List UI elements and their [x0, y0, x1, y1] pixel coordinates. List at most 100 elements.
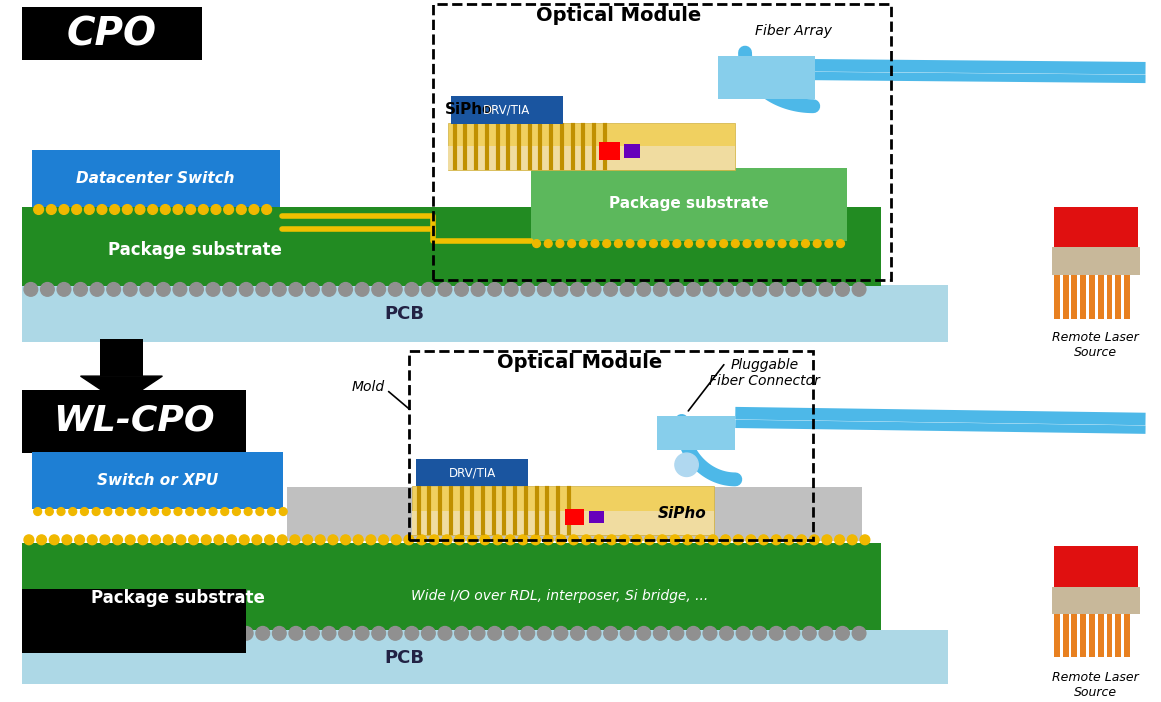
Circle shape: [252, 535, 261, 545]
Circle shape: [37, 535, 46, 545]
Circle shape: [637, 283, 650, 296]
Circle shape: [87, 535, 98, 545]
FancyBboxPatch shape: [416, 459, 528, 486]
Circle shape: [571, 283, 584, 296]
Circle shape: [836, 283, 850, 296]
Circle shape: [802, 626, 816, 640]
Circle shape: [174, 508, 182, 515]
Circle shape: [176, 535, 186, 545]
Circle shape: [255, 283, 269, 296]
Circle shape: [734, 535, 743, 545]
Circle shape: [189, 626, 203, 640]
Circle shape: [186, 204, 195, 214]
Circle shape: [670, 535, 680, 545]
Circle shape: [339, 626, 353, 640]
Circle shape: [305, 626, 319, 640]
Circle shape: [438, 283, 452, 296]
Circle shape: [140, 283, 153, 296]
Circle shape: [686, 283, 700, 296]
Circle shape: [223, 283, 237, 296]
Circle shape: [704, 283, 716, 296]
Circle shape: [455, 535, 464, 545]
Circle shape: [239, 626, 253, 640]
Circle shape: [405, 283, 419, 296]
Circle shape: [128, 508, 135, 515]
Circle shape: [720, 239, 728, 248]
Circle shape: [322, 283, 336, 296]
Circle shape: [151, 535, 160, 545]
Circle shape: [255, 508, 264, 515]
Circle shape: [91, 283, 104, 296]
Circle shape: [632, 535, 642, 545]
Circle shape: [752, 626, 766, 640]
Circle shape: [604, 626, 618, 640]
Circle shape: [654, 283, 668, 296]
Bar: [409, 351, 813, 540]
Circle shape: [594, 535, 604, 545]
Circle shape: [353, 535, 363, 545]
Circle shape: [72, 204, 81, 214]
Circle shape: [107, 283, 121, 296]
Circle shape: [755, 239, 763, 248]
Circle shape: [74, 535, 85, 545]
Circle shape: [239, 283, 253, 296]
FancyBboxPatch shape: [287, 487, 861, 541]
Circle shape: [619, 535, 629, 545]
Circle shape: [122, 204, 132, 214]
Circle shape: [366, 535, 376, 545]
Circle shape: [442, 535, 452, 545]
Circle shape: [34, 204, 43, 214]
Circle shape: [24, 283, 37, 296]
Text: Remote Laser
Source: Remote Laser Source: [1053, 331, 1139, 359]
Circle shape: [731, 239, 740, 248]
FancyBboxPatch shape: [625, 144, 640, 158]
Circle shape: [604, 283, 618, 296]
Circle shape: [569, 535, 578, 545]
Circle shape: [280, 508, 287, 515]
Text: Mold: Mold: [352, 380, 384, 394]
Circle shape: [160, 204, 171, 214]
Circle shape: [199, 204, 208, 214]
Circle shape: [110, 204, 120, 214]
Circle shape: [57, 283, 71, 296]
Circle shape: [273, 283, 286, 296]
Circle shape: [603, 239, 611, 248]
Circle shape: [697, 239, 704, 248]
Circle shape: [46, 204, 56, 214]
Circle shape: [852, 626, 866, 640]
Circle shape: [670, 626, 684, 640]
Circle shape: [786, 283, 800, 296]
Circle shape: [686, 626, 700, 640]
Circle shape: [657, 535, 668, 545]
Text: SiPho: SiPho: [657, 506, 706, 521]
Circle shape: [73, 283, 87, 296]
Circle shape: [809, 535, 820, 545]
Circle shape: [189, 283, 203, 296]
FancyBboxPatch shape: [1106, 583, 1112, 657]
Circle shape: [268, 508, 275, 515]
Circle shape: [255, 626, 269, 640]
FancyBboxPatch shape: [22, 630, 947, 684]
Circle shape: [802, 283, 816, 296]
Circle shape: [582, 535, 591, 545]
FancyBboxPatch shape: [22, 206, 881, 286]
Circle shape: [389, 283, 402, 296]
Circle shape: [24, 535, 34, 545]
FancyBboxPatch shape: [412, 486, 714, 535]
Circle shape: [389, 626, 402, 640]
Text: Remote Laser
Source: Remote Laser Source: [1053, 671, 1139, 699]
Circle shape: [720, 626, 734, 640]
Circle shape: [587, 283, 601, 296]
Circle shape: [747, 535, 756, 545]
FancyBboxPatch shape: [448, 146, 735, 170]
Text: DRV/TIA: DRV/TIA: [448, 466, 496, 479]
Circle shape: [339, 283, 353, 296]
Circle shape: [209, 508, 217, 515]
FancyBboxPatch shape: [22, 390, 246, 453]
Text: DRV/TIA: DRV/TIA: [483, 104, 529, 117]
Circle shape: [226, 535, 237, 545]
Circle shape: [708, 535, 717, 545]
Circle shape: [123, 626, 137, 640]
Circle shape: [471, 283, 485, 296]
Circle shape: [163, 508, 171, 515]
